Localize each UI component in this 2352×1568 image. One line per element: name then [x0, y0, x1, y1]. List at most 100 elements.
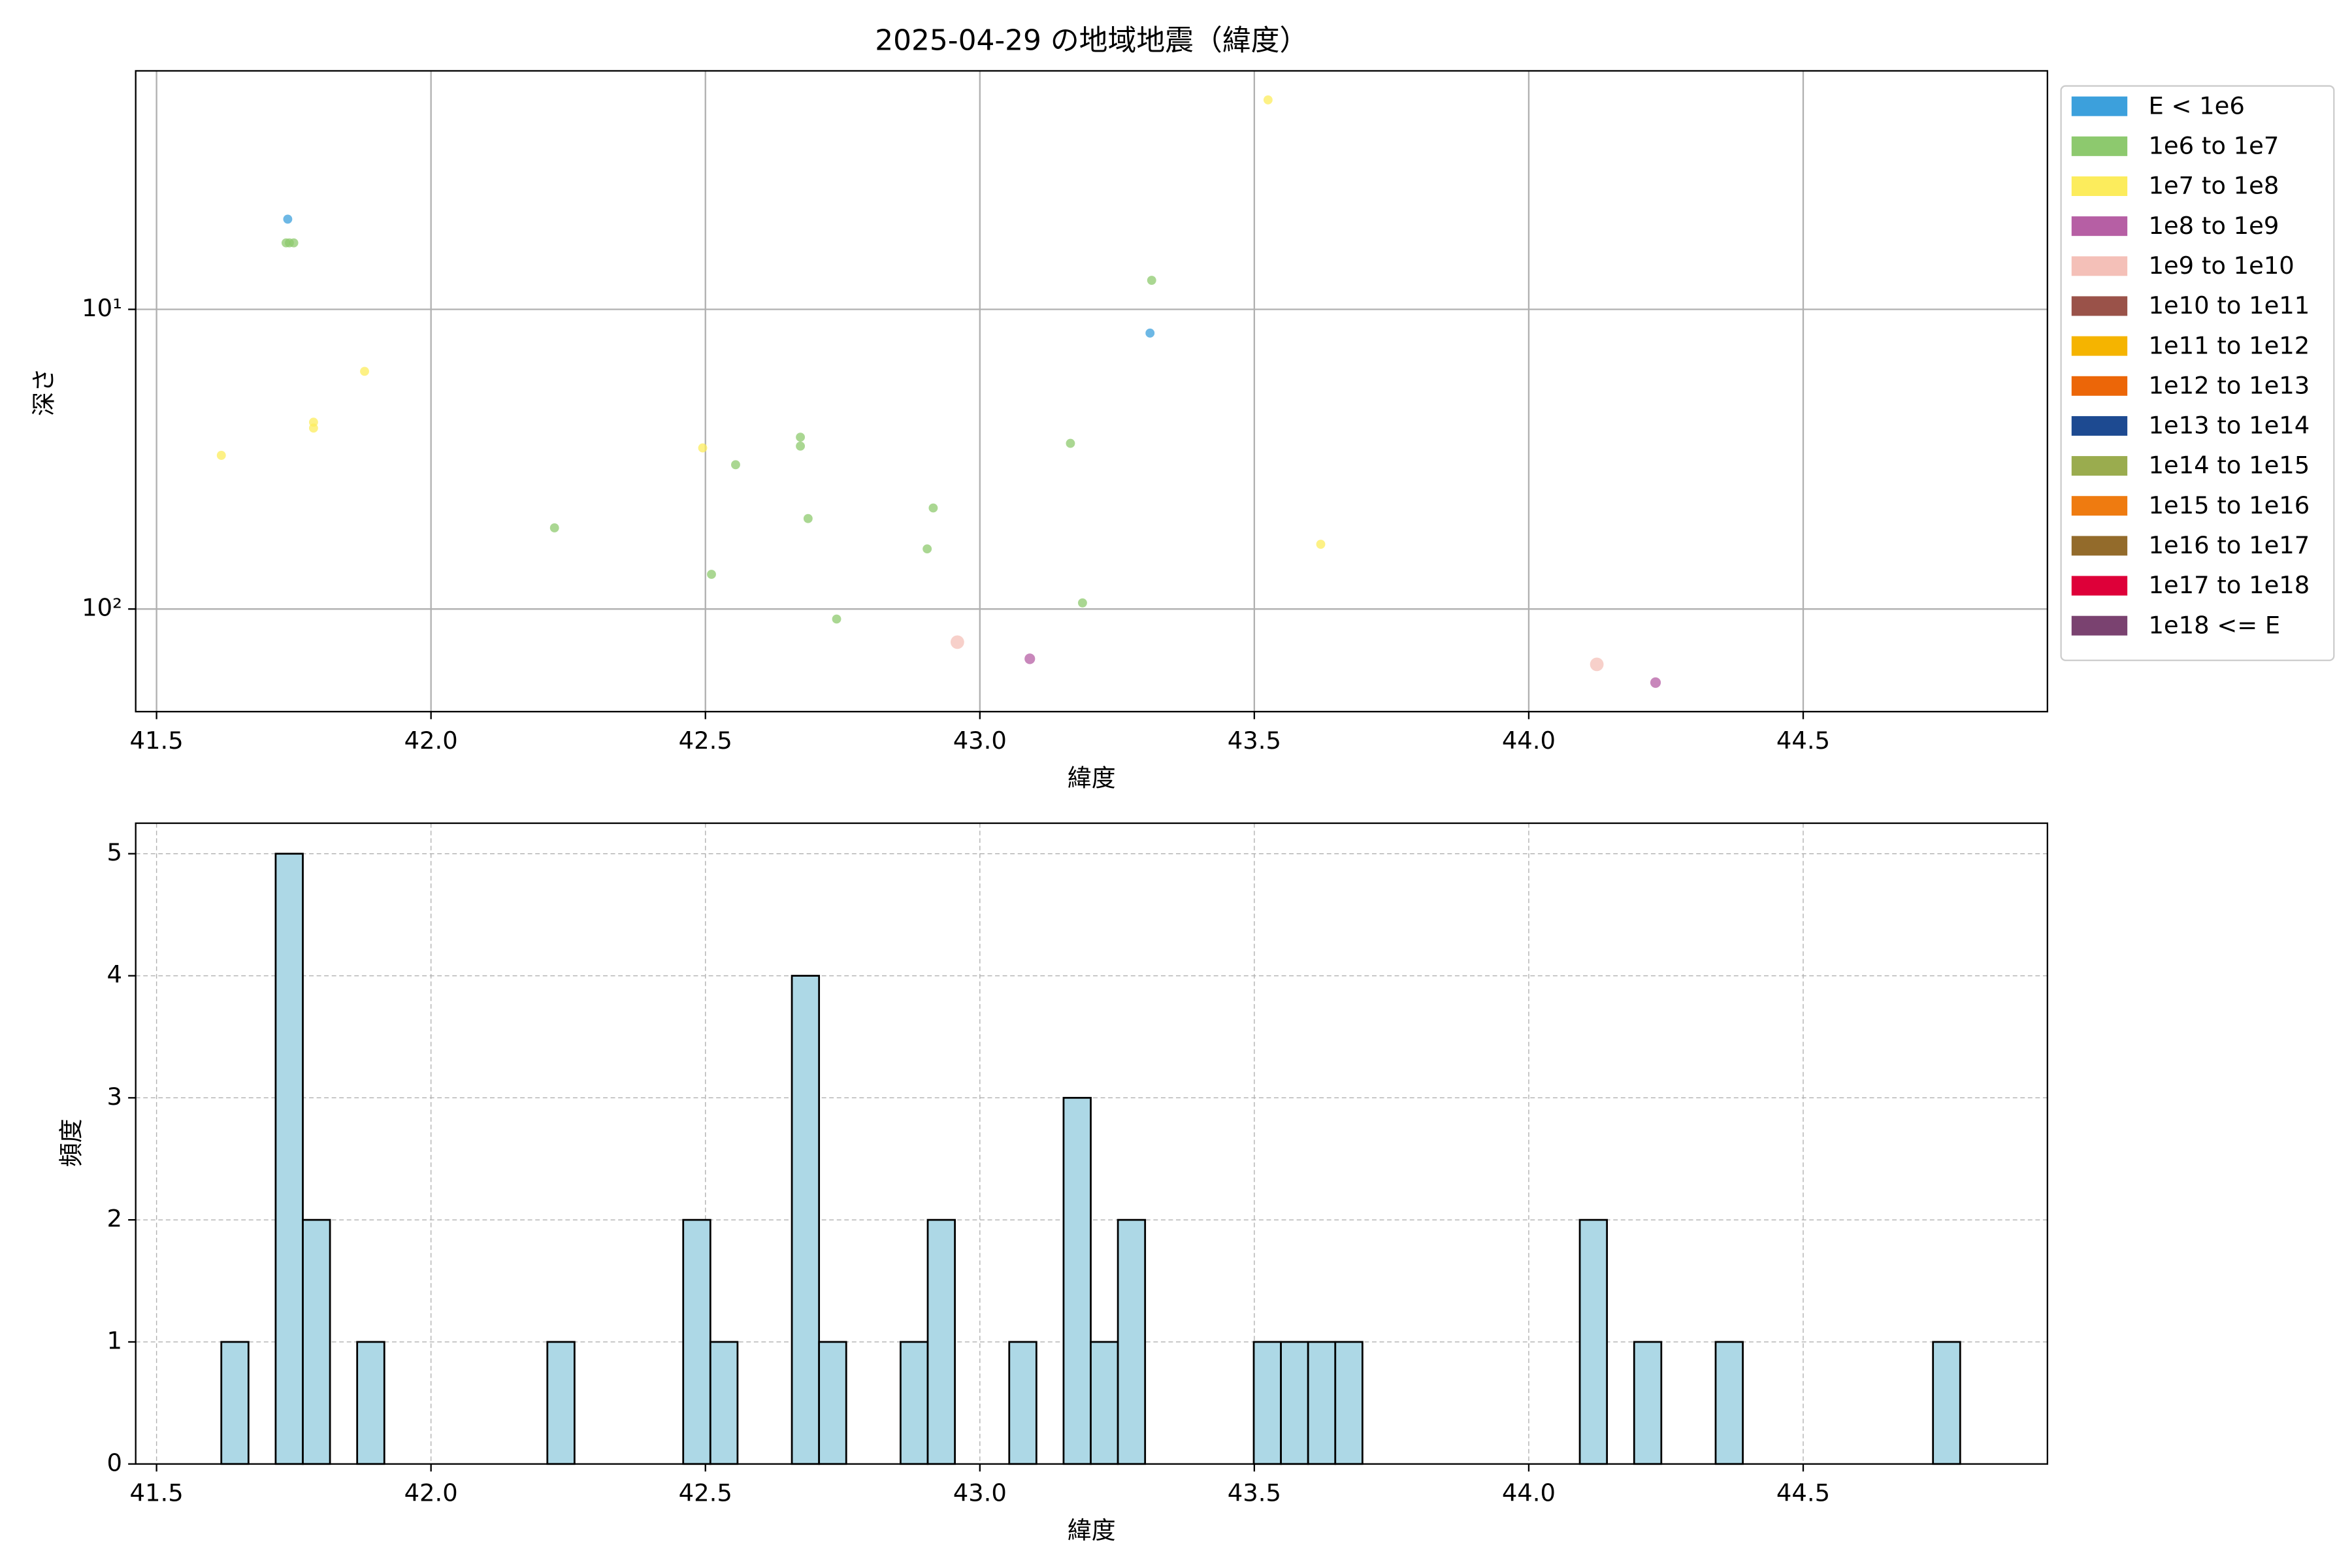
- scatter-point: [1263, 95, 1273, 105]
- legend-label: 1e10 to 1e11: [2148, 291, 2310, 319]
- legend-label: 1e11 to 1e12: [2148, 331, 2310, 359]
- legend-swatch: [2071, 256, 2128, 276]
- legend-swatch: [2071, 296, 2128, 316]
- scatter-point: [360, 367, 369, 376]
- legend-swatch: [2071, 615, 2128, 636]
- scatter-point: [731, 460, 740, 470]
- legend-swatch: [2071, 576, 2128, 596]
- scatter-point: [283, 214, 293, 224]
- legend-label: 1e6 to 1e7: [2148, 132, 2279, 160]
- legend-swatch: [2071, 456, 2128, 476]
- histogram-bar: [682, 1218, 711, 1465]
- scatter-point: [707, 570, 716, 579]
- legend-swatch: [2071, 376, 2128, 396]
- y-tick-label: 10¹: [82, 294, 122, 322]
- x-tick-label: 43.5: [1228, 1478, 1281, 1507]
- scatter-point: [796, 433, 806, 442]
- histogram-bar: [1633, 1341, 1663, 1465]
- x-tick-label: 43.0: [953, 1478, 1007, 1507]
- scatter-point: [796, 441, 806, 451]
- histogram-bar: [1578, 1218, 1609, 1465]
- y-axis-label: 深さ: [30, 368, 58, 416]
- plot-frame: [135, 822, 2048, 1465]
- y-tick-label: 10²: [82, 594, 122, 622]
- x-tick-label: 41.5: [130, 1478, 184, 1507]
- legend-swatch: [2071, 536, 2128, 556]
- histogram-bar: [1280, 1341, 1309, 1465]
- chart-title: 2025-04-29 の地域地震（緯度）: [875, 24, 1308, 57]
- scatter-point: [923, 544, 932, 554]
- histogram-bar: [900, 1341, 929, 1465]
- legend-swatch: [2071, 496, 2128, 516]
- histogram-bar: [302, 1218, 331, 1465]
- legend-swatch: [2071, 96, 2128, 116]
- scatter-point: [216, 451, 226, 460]
- plot-frame: [135, 70, 2048, 713]
- legend-label: 1e15 to 1e16: [2148, 491, 2310, 519]
- scatter-point: [1077, 598, 1087, 608]
- x-tick-label: 44.0: [1502, 1478, 1556, 1507]
- histogram-bar: [1062, 1096, 1092, 1465]
- legend-label: 1e17 to 1e18: [2148, 571, 2310, 599]
- legend-swatch: [2071, 416, 2128, 436]
- scatter-point: [1024, 653, 1036, 664]
- histogram-bar: [791, 975, 821, 1465]
- x-tick-label: 43.5: [1228, 727, 1281, 755]
- x-tick-label: 43.0: [953, 727, 1007, 755]
- y-tick-label: 5: [106, 838, 122, 866]
- x-tick-label: 44.5: [1776, 727, 1830, 755]
- legend-label: 1e18 <= E: [2148, 611, 2280, 639]
- x-tick-label: 42.0: [404, 727, 458, 755]
- legend-label: 1e16 to 1e17: [2148, 531, 2310, 559]
- x-tick-label: 42.5: [679, 1478, 732, 1507]
- legend-label: 1e14 to 1e15: [2148, 451, 2310, 480]
- y-tick-label: 0: [106, 1448, 122, 1477]
- legend-label: 1e12 to 1e13: [2148, 371, 2310, 399]
- scatter-point: [803, 514, 813, 523]
- scatter-point: [1145, 328, 1155, 338]
- histogram-bar: [1714, 1341, 1744, 1465]
- scatter-point: [832, 614, 841, 624]
- histogram-bar: [1334, 1341, 1364, 1465]
- scatter-point: [1590, 657, 1604, 672]
- histogram-bar: [1307, 1341, 1337, 1465]
- x-tick-label: 44.5: [1776, 1478, 1830, 1507]
- legend-swatch: [2071, 136, 2128, 156]
- scatter-point: [308, 423, 318, 433]
- legend-swatch: [2071, 216, 2128, 237]
- scatter-point: [1650, 677, 1661, 688]
- scatter-point: [1147, 276, 1156, 285]
- x-axis-label: 緯度: [1068, 764, 1116, 792]
- legend-label: 1e7 to 1e8: [2148, 172, 2279, 200]
- scatter-point: [698, 443, 708, 453]
- histogram-bar: [274, 853, 304, 1465]
- legend-label: E < 1e6: [2148, 91, 2244, 120]
- x-tick-label: 42.0: [404, 1478, 458, 1507]
- histogram-bar: [356, 1341, 385, 1465]
- legend-label: 1e8 to 1e9: [2148, 212, 2279, 240]
- histogram-bar: [926, 1218, 956, 1465]
- y-tick-label: 1: [106, 1326, 122, 1354]
- x-tick-label: 41.5: [130, 727, 184, 755]
- legend-label: 1e13 to 1e14: [2148, 412, 2310, 440]
- scatter-point: [289, 238, 299, 248]
- scatter-point: [549, 523, 559, 532]
- histogram-bar: [818, 1341, 847, 1465]
- x-tick-label: 42.5: [679, 727, 732, 755]
- y-axis-label: 頻度: [57, 1119, 85, 1167]
- histogram-bar: [1252, 1341, 1282, 1465]
- y-tick-label: 4: [106, 960, 122, 988]
- histogram-bar: [709, 1341, 739, 1465]
- histogram-bar: [546, 1341, 576, 1465]
- histogram-bar: [1117, 1218, 1147, 1465]
- scatter-point: [1066, 438, 1075, 448]
- legend-swatch: [2071, 176, 2128, 196]
- y-tick-label: 3: [106, 1083, 122, 1111]
- x-tick-label: 44.0: [1502, 727, 1556, 755]
- y-tick-label: 2: [106, 1205, 122, 1233]
- histogram-bar: [1008, 1341, 1037, 1465]
- scatter-point: [928, 503, 938, 513]
